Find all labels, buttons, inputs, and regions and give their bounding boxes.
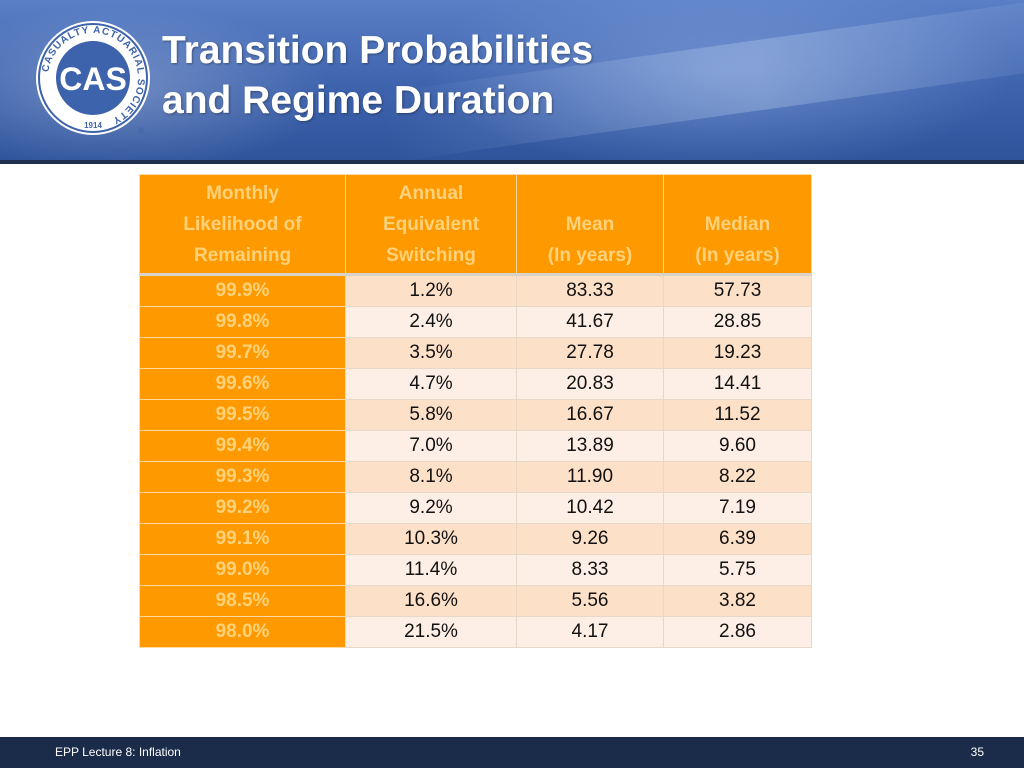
median-years-cell: 57.73: [663, 274, 812, 307]
mean-years-cell: 9.26: [516, 523, 664, 555]
table-row: 99.7% 3.5% 27.78 19.23: [139, 337, 812, 369]
column-header-mean: Mean (In years): [516, 174, 664, 276]
annual-switching-cell: 9.2%: [345, 492, 517, 524]
annual-switching-cell: 2.4%: [345, 306, 517, 338]
median-years-cell: 14.41: [663, 368, 812, 400]
table-row: 98.5% 16.6% 5.56 3.82: [139, 585, 812, 617]
monthly-likelihood-cell: 99.0%: [139, 554, 346, 586]
annual-switching-cell: 1.2%: [345, 274, 517, 307]
monthly-likelihood-cell: 99.1%: [139, 523, 346, 555]
mean-years-cell: 11.90: [516, 461, 664, 493]
monthly-likelihood-cell: 99.9%: [139, 274, 346, 307]
annual-switching-cell: 5.8%: [345, 399, 517, 431]
monthly-likelihood-cell: 99.5%: [139, 399, 346, 431]
annual-switching-cell: 3.5%: [345, 337, 517, 369]
mean-years-cell: 13.89: [516, 430, 664, 462]
mean-years-cell: 27.78: [516, 337, 664, 369]
monthly-likelihood-cell: 98.0%: [139, 616, 346, 648]
table-row: 99.4% 7.0% 13.89 9.60: [139, 430, 812, 462]
column-header-annual-switching: Annual Equivalent Switching: [345, 174, 517, 276]
table-row: 99.3% 8.1% 11.90 8.22: [139, 461, 812, 493]
monthly-likelihood-cell: 99.7%: [139, 337, 346, 369]
title-line-1: Transition Probabilities: [162, 29, 594, 72]
mean-years-cell: 8.33: [516, 554, 664, 586]
median-years-cell: 3.82: [663, 585, 812, 617]
logo-year: 1914: [84, 121, 102, 130]
median-years-cell: 7.19: [663, 492, 812, 524]
mean-years-cell: 20.83: [516, 368, 664, 400]
monthly-likelihood-cell: 98.5%: [139, 585, 346, 617]
median-years-cell: 28.85: [663, 306, 812, 338]
median-years-cell: 5.75: [663, 554, 812, 586]
header-divider: [0, 160, 1024, 164]
footer-lecture-title: EPP Lecture 8: Inflation: [55, 745, 181, 759]
monthly-likelihood-cell: 99.4%: [139, 430, 346, 462]
table-row: 99.6% 4.7% 20.83 14.41: [139, 368, 812, 400]
mean-years-cell: 10.42: [516, 492, 664, 524]
monthly-likelihood-cell: 99.2%: [139, 492, 346, 524]
median-years-cell: 9.60: [663, 430, 812, 462]
cas-logo-icon: CASUALTY ACTUARIAL SOCIETY CAS 1914 ®: [36, 21, 150, 136]
annual-switching-cell: 10.3%: [345, 523, 517, 555]
annual-switching-cell: 8.1%: [345, 461, 517, 493]
monthly-likelihood-cell: 99.3%: [139, 461, 346, 493]
annual-switching-cell: 7.0%: [345, 430, 517, 462]
table-row: 99.9% 1.2% 83.33 57.73: [139, 274, 812, 307]
mean-years-cell: 83.33: [516, 274, 664, 307]
table-row: 99.8% 2.4% 41.67 28.85: [139, 306, 812, 338]
median-years-cell: 2.86: [663, 616, 812, 648]
table-row: 98.0% 21.5% 4.17 2.86: [139, 616, 812, 648]
monthly-likelihood-cell: 99.6%: [139, 368, 346, 400]
annual-switching-cell: 16.6%: [345, 585, 517, 617]
table-header-row: Monthly Likelihood of Remaining Annual E…: [139, 174, 812, 276]
slide-title: Transition Probabilities and Regime Dura…: [162, 26, 593, 126]
title-line-2: and Regime Duration: [162, 79, 555, 122]
median-years-cell: 19.23: [663, 337, 812, 369]
logo-letters: CAS: [59, 61, 127, 97]
monthly-likelihood-cell: 99.8%: [139, 306, 346, 338]
mean-years-cell: 41.67: [516, 306, 664, 338]
table-row: 99.1% 10.3% 9.26 6.39: [139, 523, 812, 555]
annual-switching-cell: 4.7%: [345, 368, 517, 400]
mean-years-cell: 4.17: [516, 616, 664, 648]
median-years-cell: 8.22: [663, 461, 812, 493]
slide-header: CASUALTY ACTUARIAL SOCIETY CAS 1914 ® Tr…: [0, 0, 1024, 160]
mean-years-cell: 16.67: [516, 399, 664, 431]
table-row: 99.5% 5.8% 16.67 11.52: [139, 399, 812, 431]
median-years-cell: 11.52: [663, 399, 812, 431]
logo-registered-mark: ®: [138, 126, 145, 136]
transition-probability-table: Monthly Likelihood of Remaining Annual E…: [139, 174, 812, 648]
column-header-median: Median (In years): [663, 174, 812, 276]
annual-switching-cell: 11.4%: [345, 554, 517, 586]
mean-years-cell: 5.56: [516, 585, 664, 617]
slide-number: 35: [970, 745, 984, 759]
column-header-monthly-likelihood: Monthly Likelihood of Remaining: [139, 174, 346, 276]
table-row: 99.2% 9.2% 10.42 7.19: [139, 492, 812, 524]
slide-footer: EPP Lecture 8: Inflation 35: [0, 737, 1024, 768]
table-row: 99.0% 11.4% 8.33 5.75: [139, 554, 812, 586]
median-years-cell: 6.39: [663, 523, 812, 555]
annual-switching-cell: 21.5%: [345, 616, 517, 648]
